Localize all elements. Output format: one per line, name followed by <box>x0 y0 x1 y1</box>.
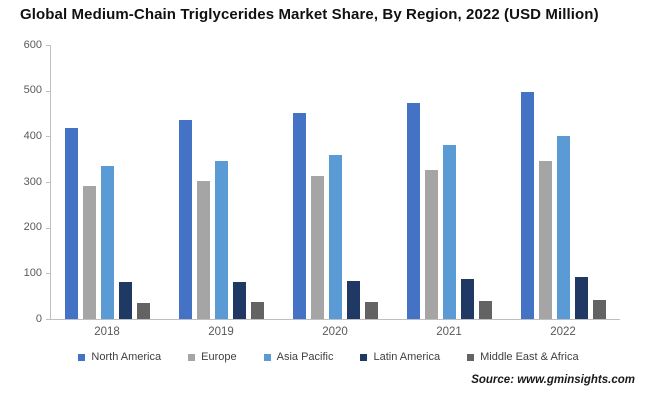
x-tick-label: 2020 <box>322 326 348 338</box>
bar-europe <box>538 161 552 319</box>
y-tick-label: 400 <box>23 129 42 142</box>
x-tick-label: 2021 <box>436 326 462 338</box>
legend-label: Asia Pacific <box>276 351 334 363</box>
source-credit: Source: www.gminsights.com <box>471 374 635 386</box>
bar-asia-pacific <box>442 145 456 319</box>
legend-swatch-icon <box>263 353 271 361</box>
legend-label: Latin America <box>373 351 441 363</box>
y-tick-label: 0 <box>35 312 42 325</box>
y-tick-mark <box>46 90 50 92</box>
y-tick-label: 100 <box>23 266 42 279</box>
legend: North America Europe Asia Pacific Latin Ame… <box>0 351 657 363</box>
y-tick-mark <box>46 227 50 229</box>
y-tick-label: 300 <box>23 175 42 188</box>
legend-label: Middle East & Africa <box>480 351 579 363</box>
bar-north-america <box>292 113 306 319</box>
bar-latin-america <box>118 282 132 319</box>
legend-swatch-icon <box>188 353 196 361</box>
legend-item-middle-east-africa: Middle East & Africa <box>467 351 579 363</box>
x-tick-label: 2018 <box>94 326 120 338</box>
bar-middle-east-africa <box>364 302 378 319</box>
bar-asia-pacific <box>100 166 114 319</box>
bar-latin-america <box>574 277 588 319</box>
bar-europe <box>82 186 96 319</box>
bar-europe <box>424 170 438 319</box>
bar-middle-east-africa <box>592 300 606 319</box>
bar-asia-pacific <box>328 155 342 319</box>
y-tick-mark <box>46 319 50 320</box>
bar-latin-america <box>346 281 360 319</box>
bar-latin-america <box>460 279 474 319</box>
y-tick-mark <box>46 136 50 138</box>
legend-item-asia-pacific: Asia Pacific <box>263 351 334 363</box>
legend-swatch-icon <box>360 353 368 361</box>
legend-swatch-icon <box>467 353 475 361</box>
bar-north-america <box>520 92 534 319</box>
bar-middle-east-africa <box>136 303 150 319</box>
legend-label: Europe <box>201 351 237 363</box>
x-tick-label: 2019 <box>208 326 234 338</box>
y-tick-label: 200 <box>23 221 42 234</box>
legend-item-latin-america: Latin America <box>360 351 440 363</box>
legend-swatch-icon <box>78 353 86 361</box>
legend-label: North America <box>91 351 162 363</box>
y-tick-mark <box>46 273 50 275</box>
x-axis-line <box>50 319 620 320</box>
bar-north-america <box>64 128 78 319</box>
y-axis-line <box>50 45 51 319</box>
bar-asia-pacific <box>556 136 570 319</box>
legend-item-europe: Europe <box>188 351 237 363</box>
bar-europe <box>310 176 324 319</box>
y-tick-mark <box>46 45 50 46</box>
y-tick-mark <box>46 182 50 183</box>
x-tick-label: 2022 <box>550 326 576 338</box>
bar-north-america <box>178 120 192 319</box>
bar-europe <box>196 181 210 319</box>
legend-item-north-america: North America <box>78 351 161 363</box>
bar-asia-pacific <box>214 161 228 319</box>
y-tick-label: 600 <box>23 38 42 51</box>
bar-north-america <box>406 103 420 319</box>
chart-title: Global Medium-Chain Triglycerides Market… <box>20 6 599 23</box>
y-tick-label: 500 <box>23 84 42 97</box>
bar-middle-east-africa <box>478 301 492 319</box>
bar-latin-america <box>232 282 246 319</box>
plot-area: 0 100 200 300 400 500 600 2018 2019 2020 2021 2022 <box>23 38 620 338</box>
bar-middle-east-africa <box>250 302 264 319</box>
